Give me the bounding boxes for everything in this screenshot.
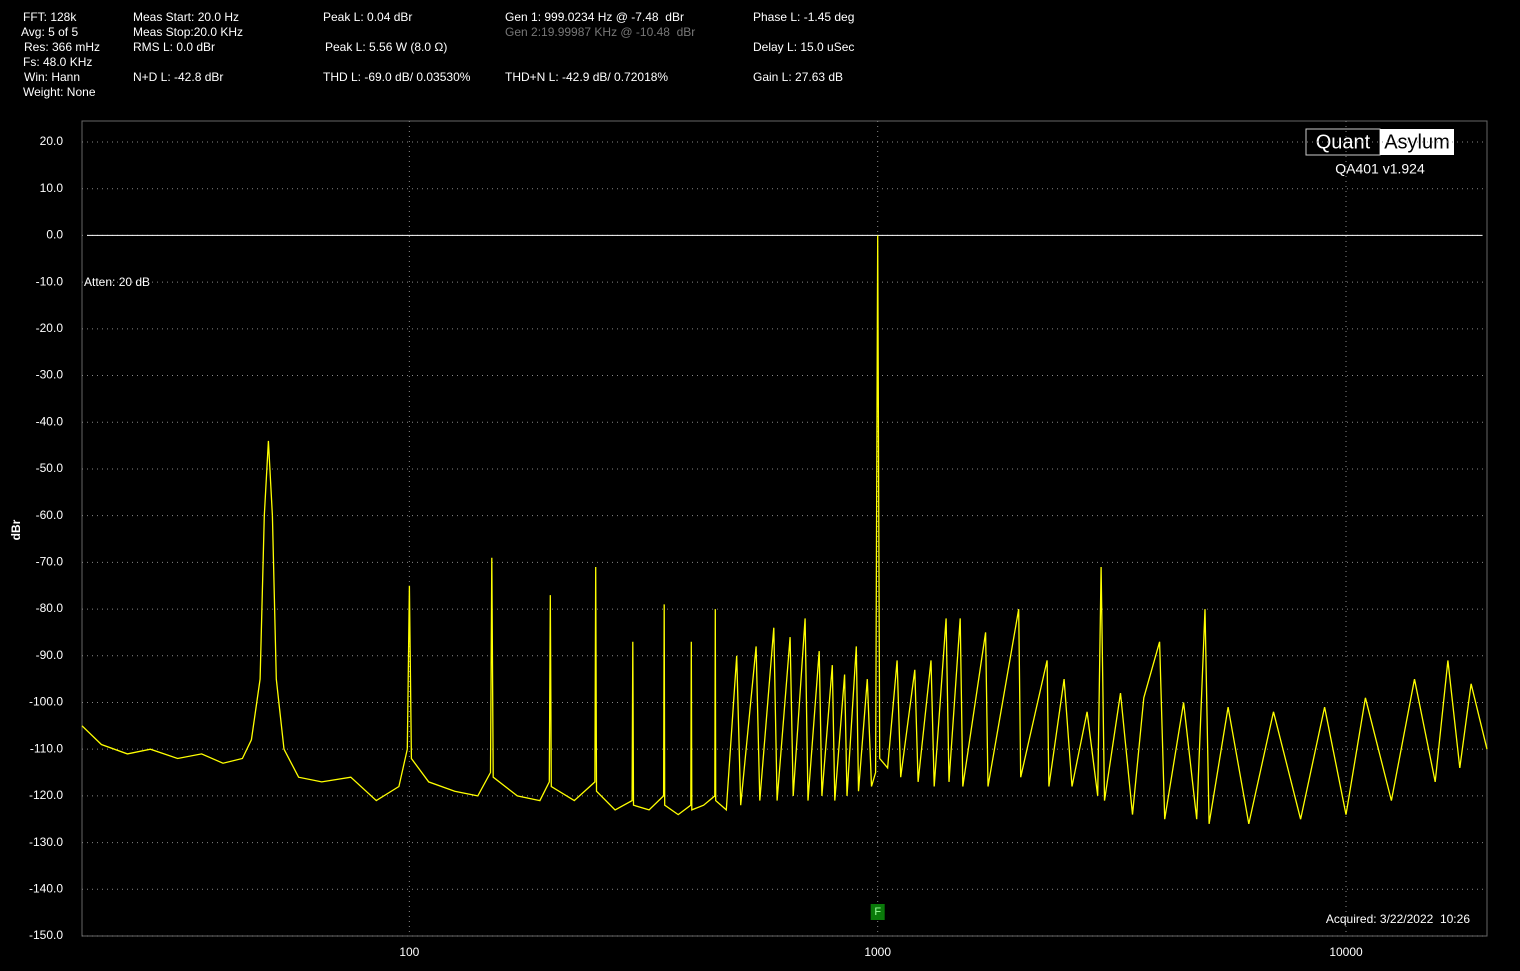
y-tick-label: -100.0 xyxy=(29,695,63,709)
y-tick-label: -20.0 xyxy=(36,321,64,335)
y-tick-label: -50.0 xyxy=(36,461,64,475)
x-tick-label: 100 xyxy=(399,945,419,959)
readout: Win: Hann xyxy=(24,70,80,84)
y-tick-label: 20.0 xyxy=(40,134,64,148)
readout: N+D L: -42.8 dBr xyxy=(133,70,223,84)
spectrum-trace xyxy=(81,235,1488,825)
y-tick-label: -90.0 xyxy=(36,648,64,662)
y-axis-label: dBr xyxy=(9,519,23,540)
readout: Gen 2:19.99987 KHz @ -10.48 dBr xyxy=(505,25,695,39)
readout: THD+N L: -42.9 dB/ 0.72018% xyxy=(505,70,668,84)
y-tick-label: -150.0 xyxy=(29,928,63,942)
y-tick-label: -70.0 xyxy=(36,555,64,569)
acquired-note: Acquired: 3/22/2022 10:26 xyxy=(1326,912,1470,926)
fundamental-marker-label: F xyxy=(874,906,881,918)
readout: Gen 1: 999.0234 Hz @ -7.48 dBr xyxy=(505,10,684,24)
y-tick-label: -60.0 xyxy=(36,508,64,522)
logo: Quant Asylum QA401 v1.924 xyxy=(1305,128,1454,177)
y-tick-label: -120.0 xyxy=(29,788,63,802)
readout: Peak L: 0.04 dBr xyxy=(323,10,412,24)
readout: Phase L: -1.45 deg xyxy=(753,10,854,24)
y-tick-label: 0.0 xyxy=(46,228,63,242)
readout: Gain L: 27.63 dB xyxy=(753,70,843,84)
y-tick-label: -80.0 xyxy=(36,601,64,615)
readouts: FFT: 128k Avg: 5 of 5 Res: 366 mHz Fs: 4… xyxy=(21,10,854,99)
readout: Meas Stop:20.0 KHz xyxy=(133,25,243,39)
y-tick-label: -40.0 xyxy=(36,414,64,428)
y-tick-label: -10.0 xyxy=(36,274,64,288)
version: QA401 v1.924 xyxy=(1335,161,1425,177)
readout: Fs: 48.0 KHz xyxy=(23,55,92,69)
y-tick-label: -130.0 xyxy=(29,835,63,849)
readout: Res: 366 mHz xyxy=(24,40,100,54)
readout: Delay L: 15.0 uSec xyxy=(753,40,854,54)
readout: Avg: 5 of 5 xyxy=(21,25,78,39)
readout: Weight: None xyxy=(23,85,96,99)
readout: THD L: -69.0 dB/ 0.03530% xyxy=(323,70,471,84)
y-tick-label: -110.0 xyxy=(30,741,63,755)
y-tick-label: -30.0 xyxy=(36,368,64,382)
x-tick-label: 1000 xyxy=(864,945,891,959)
y-tick-label: -140.0 xyxy=(29,881,63,895)
logo-text: Quant xyxy=(1316,131,1371,153)
y-tick-label: 10.0 xyxy=(40,181,64,195)
plot-frame xyxy=(81,120,1488,937)
readout: Meas Start: 20.0 Hz xyxy=(133,10,239,24)
fundamental-marker xyxy=(870,904,885,920)
readout: Peak L: 5.56 W (8.0 Ω) xyxy=(325,40,447,54)
x-tick-label: 10000 xyxy=(1329,945,1363,959)
readout: FFT: 128k xyxy=(23,10,77,24)
readout: RMS L: 0.0 dBr xyxy=(133,40,215,54)
